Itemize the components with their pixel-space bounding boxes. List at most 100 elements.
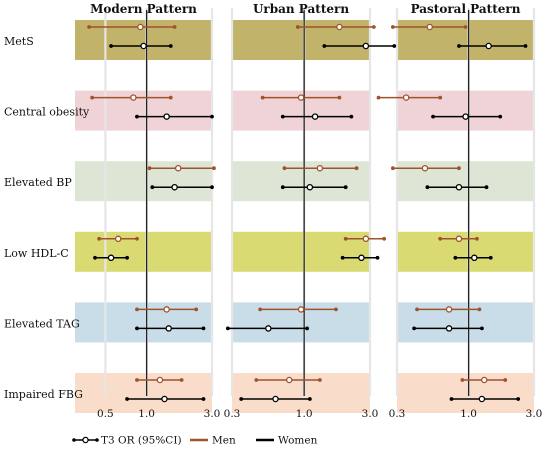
outcome-band <box>75 20 212 60</box>
tick-label: 1.0 <box>296 408 313 420</box>
outcome-label: Elevated TAG <box>4 317 80 330</box>
point-estimate <box>174 164 182 172</box>
outcome-band <box>232 373 370 413</box>
ci-endpoint <box>282 166 287 171</box>
outcome-label: Impaired FBG <box>4 388 83 401</box>
point-estimate <box>462 113 469 120</box>
ci-endpoint <box>376 95 381 100</box>
outcome-band <box>397 373 534 413</box>
ci-endpoint <box>97 236 102 241</box>
legend-marker-endpoint <box>95 438 99 442</box>
ci-endpoint <box>322 44 327 48</box>
ci-endpoint <box>382 236 387 241</box>
point-estimate <box>171 183 178 191</box>
ci-endpoint <box>212 166 216 171</box>
point-estimate <box>297 306 305 313</box>
ci-endpoint <box>371 25 376 29</box>
outcome-band <box>232 161 370 202</box>
ci-endpoint <box>340 255 345 260</box>
ci-endpoint <box>258 307 263 312</box>
tick-label: 0.3 <box>389 408 406 420</box>
outcome-band <box>232 20 370 60</box>
ci-endpoint <box>135 236 139 241</box>
ci-endpoint <box>179 378 184 382</box>
ci-endpoint <box>488 255 493 260</box>
ci-endpoint <box>210 114 214 119</box>
ci-endpoint <box>460 378 465 382</box>
outcome-band <box>397 90 534 131</box>
point-estimate <box>478 395 486 403</box>
point-estimate <box>137 23 144 31</box>
ci-endpoint <box>503 378 508 382</box>
point-estimate <box>445 325 453 332</box>
ci-endpoint <box>498 114 503 119</box>
outcome-band <box>75 302 212 343</box>
point-estimate <box>358 254 365 262</box>
point-estimate <box>311 113 319 120</box>
outcome-band <box>397 231 534 272</box>
tick-label: 3.0 <box>362 408 379 420</box>
panel-title: Pastoral Pattern <box>411 2 521 16</box>
point-estimate <box>114 235 122 243</box>
ci-endpoint <box>425 185 430 190</box>
outcome-label: Elevated BP <box>4 176 72 189</box>
ci-endpoint <box>135 307 139 312</box>
tick-label: 1.0 <box>138 408 155 420</box>
point-estimate <box>165 325 172 332</box>
ci-endpoint <box>343 185 348 190</box>
legend-item-label: Women <box>278 435 318 447</box>
ci-endpoint <box>295 25 300 29</box>
point-estimate <box>306 183 314 191</box>
ci-endpoint <box>375 255 380 260</box>
point-estimate <box>445 306 453 313</box>
outcome-label: Low HDL-C <box>4 247 69 260</box>
point-estimate <box>485 42 492 50</box>
marks-layer <box>87 23 528 403</box>
tick-label: 0.3 <box>224 408 241 420</box>
ci-endpoint <box>390 25 395 29</box>
ci-endpoint <box>457 166 461 171</box>
outcome-band <box>75 231 212 272</box>
point-estimate <box>480 376 488 384</box>
ci-endpoint <box>168 44 173 48</box>
ci-endpoint <box>147 166 152 171</box>
ci-endpoint <box>457 44 461 48</box>
point-estimate <box>297 94 305 101</box>
ci-endpoint <box>453 255 458 260</box>
point-estimate <box>421 164 429 172</box>
legend-marker-point <box>82 436 89 444</box>
tick-label: 3.0 <box>204 408 221 420</box>
outcome-band <box>75 90 212 131</box>
point-estimate <box>161 395 168 403</box>
point-estimate <box>286 376 293 384</box>
point-estimate <box>156 376 164 384</box>
outcome-band <box>75 161 212 202</box>
ci-endpoint <box>449 397 454 401</box>
ci-endpoint <box>109 44 113 48</box>
ci-endpoint <box>280 114 285 119</box>
tick-label: 3.0 <box>526 408 543 420</box>
ci-endpoint <box>390 166 395 171</box>
ci-endpoint <box>260 95 265 100</box>
ci-endpoint <box>334 307 338 312</box>
ci-endpoint <box>412 326 417 331</box>
point-estimate <box>362 42 370 50</box>
point-estimate <box>107 254 115 262</box>
point-estimate <box>272 395 279 403</box>
ci-endpoint <box>305 326 309 331</box>
ci-endpoint <box>475 236 479 241</box>
point-estimate <box>140 42 147 50</box>
point-estimate <box>402 94 410 101</box>
tick-label: 1.0 <box>460 408 477 420</box>
ci-endpoint <box>280 185 285 190</box>
point-estimate <box>163 113 170 120</box>
ci-endpoint <box>392 44 397 48</box>
point-estimate <box>265 325 272 332</box>
ci-endpoint <box>135 326 139 331</box>
legend: T3 OR (95%CI) Men Women <box>72 435 318 447</box>
ci-endpoint <box>194 307 199 312</box>
ci-endpoint <box>87 25 91 29</box>
ci-endpoint <box>150 185 155 190</box>
ci-endpoint <box>516 397 521 401</box>
